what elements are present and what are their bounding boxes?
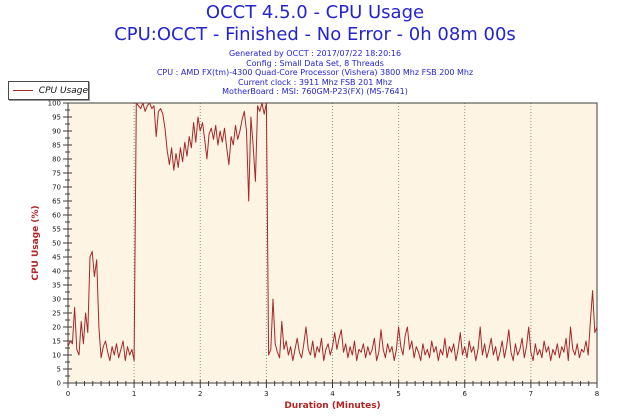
y-tick-label: 25: [52, 310, 61, 318]
x-tick-label: 5: [396, 390, 400, 398]
y-tick-label: 45: [52, 254, 61, 262]
y-tick-label: 75: [52, 170, 61, 178]
info-current-clock: Current clock : 3911 Mhz FSB 201 Mhz: [237, 77, 393, 87]
y-tick-label: 40: [52, 268, 61, 276]
y-tick-label: 80: [52, 156, 61, 164]
y-tick-label: 60: [52, 212, 61, 220]
y-tick-label: 70: [52, 184, 61, 192]
y-tick-label: 15: [52, 338, 61, 346]
plot-frame: [67, 102, 598, 384]
x-tick-label: 4: [330, 390, 335, 398]
y-tick-label: 85: [52, 142, 61, 150]
x-tick-label: 6: [463, 390, 468, 398]
plot-area: [68, 103, 597, 383]
info-cpu: CPU : AMD FX(tm)-4300 Quad-Core Processo…: [156, 68, 474, 77]
page-subtitle: CPU:OCCT - Finished - No Error - 0h 08m …: [114, 24, 516, 45]
y-tick-label: 5: [57, 366, 61, 374]
x-tick-label: 2: [198, 390, 202, 398]
x-tick-label: 3: [264, 390, 268, 398]
x-tick-label: 0: [66, 390, 70, 398]
y-tick-label: 30: [52, 296, 61, 304]
page-title: OCCT 4.5.0 - CPU Usage: [205, 2, 425, 23]
cpu-usage-line: [67, 102, 598, 362]
x-tick-label: 1: [132, 390, 136, 398]
x-axis-title: Duration (Minutes): [284, 401, 381, 411]
report-info-block: Generated by OCCT : 2017/07/22 18:20:16 …: [0, 49, 630, 97]
info-motherboard: MotherBoard : MSI: 760GM-P23(FX) (MS-764…: [222, 87, 408, 96]
legend-line-swatch: [13, 90, 33, 91]
y-tick-label: 100: [48, 100, 61, 108]
legend-label: CPU Usage: [38, 85, 88, 96]
y-tick-label: 10: [52, 352, 61, 360]
x-tick-label: 8: [595, 390, 599, 398]
y-tick-label: 0: [57, 380, 61, 388]
info-generated: Generated by OCCT : 2017/07/22 18:20:16: [228, 49, 402, 58]
y-tick-label: 65: [52, 198, 61, 206]
info-config: Config : Small Data Set, 8 Threads: [246, 58, 384, 68]
y-tick-label: 90: [52, 128, 61, 136]
y-tick-label: 35: [52, 282, 61, 290]
y-tick-label: 55: [52, 226, 61, 234]
y-tick-label: 20: [52, 324, 61, 332]
x-tick-label: 7: [529, 390, 533, 398]
y-tick-label: 50: [52, 240, 61, 248]
y-axis-title: CPU Usage (%): [31, 205, 41, 281]
legend-box: CPU Usage: [8, 81, 89, 100]
y-tick-label: 95: [52, 114, 61, 122]
